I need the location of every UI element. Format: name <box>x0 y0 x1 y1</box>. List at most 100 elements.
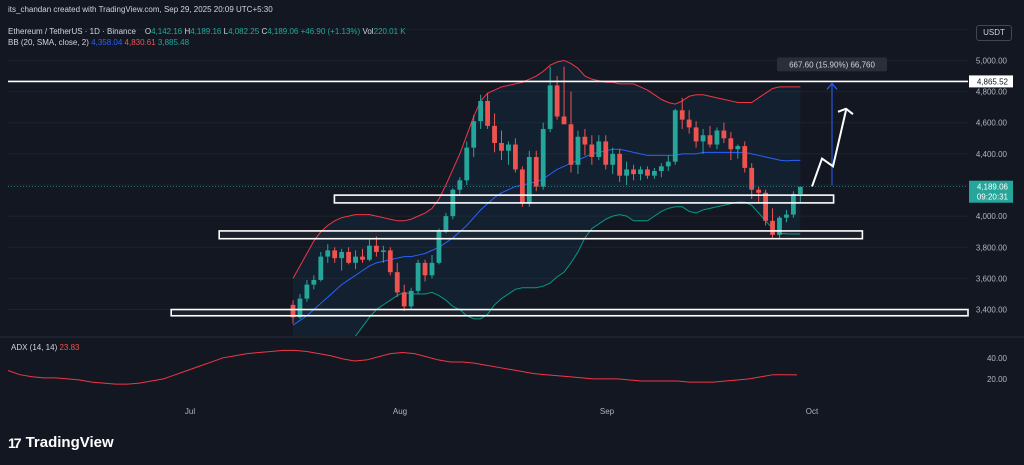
candle-down[interactable] <box>603 141 609 165</box>
candle-up[interactable] <box>304 284 310 299</box>
adx-label: ADX (14, 14) <box>11 343 58 352</box>
candle-down[interactable] <box>332 250 338 259</box>
candle-down[interactable] <box>519 169 525 204</box>
candle-up[interactable] <box>471 121 477 148</box>
candle-down[interactable] <box>645 169 650 176</box>
candle-down[interactable] <box>374 245 379 252</box>
candle-up[interactable] <box>784 214 789 218</box>
candle-up[interactable] <box>638 169 643 175</box>
support-zone-box[interactable] <box>333 194 835 204</box>
candle-up[interactable] <box>506 144 511 151</box>
last-price-tag[interactable] <box>969 180 1013 203</box>
candle-up[interactable] <box>526 156 532 204</box>
candle-up[interactable] <box>367 245 372 260</box>
candle-down[interactable] <box>756 189 762 193</box>
price-tick-label: 4,800.00 <box>976 88 1008 97</box>
resistance-price-tag[interactable] <box>969 75 1013 88</box>
open-label: O <box>144 27 152 36</box>
candle-down[interactable] <box>728 138 734 150</box>
candle-up[interactable] <box>457 180 463 190</box>
adx-legend[interactable]: ADX (14, 14) 23.83 <box>11 343 80 352</box>
projection-path[interactable] <box>811 110 847 187</box>
candle-down[interactable] <box>582 136 588 145</box>
currency-button[interactable]: USDT <box>976 25 1012 41</box>
candle-up[interactable] <box>547 85 553 129</box>
time-tick-label: Sep <box>600 407 615 416</box>
candle-up[interactable] <box>665 161 671 167</box>
candle-up[interactable] <box>610 153 616 165</box>
candle-up[interactable] <box>658 166 664 171</box>
candle-down[interactable] <box>422 262 428 276</box>
candle-up[interactable] <box>478 100 484 122</box>
symbol-legend[interactable]: Ethereum / TetherUS · 1D · Binance O4,14… <box>8 27 406 36</box>
candle-down[interactable] <box>589 144 595 157</box>
candle-up[interactable] <box>443 216 449 232</box>
candle-up[interactable] <box>777 217 782 235</box>
support-zone-box[interactable] <box>170 308 969 317</box>
candle-up[interactable] <box>624 169 629 176</box>
candle-up[interactable] <box>318 256 324 280</box>
candle-down[interactable] <box>763 192 768 221</box>
bb-label: BB (20, SMA, close, 2) <box>8 38 89 47</box>
candle-down[interactable] <box>492 125 497 143</box>
candle-up[interactable] <box>436 231 442 263</box>
candle-down[interactable] <box>693 127 699 142</box>
candle-up[interactable] <box>540 128 546 187</box>
candle-down[interactable] <box>686 119 692 128</box>
candle-up[interactable] <box>353 256 358 263</box>
price-tick-label: 5,000.00 <box>976 56 1008 65</box>
candle-up[interactable] <box>797 186 803 195</box>
candle-up[interactable] <box>464 147 470 181</box>
candle-down[interactable] <box>346 251 351 263</box>
annotation-drawings[interactable]: 667.60 (15.90%) 66,760 <box>8 57 968 187</box>
candle-down[interactable] <box>770 220 775 235</box>
price-axis[interactable]: 5,200.005,000.004,800.004,600.004,400.00… <box>8 25 1013 315</box>
candle-up[interactable] <box>339 251 345 259</box>
candle-down[interactable] <box>631 169 636 175</box>
candle-down[interactable] <box>499 142 504 151</box>
candle-down[interactable] <box>554 85 560 117</box>
candle-up[interactable] <box>575 136 581 165</box>
candle-down[interactable] <box>290 304 296 318</box>
candle-down[interactable] <box>568 124 574 165</box>
candlestick-series[interactable] <box>290 66 803 324</box>
candle-up[interactable] <box>380 250 386 252</box>
candle-down[interactable] <box>742 146 748 168</box>
candle-down[interactable] <box>513 144 518 170</box>
candle-down[interactable] <box>533 156 539 187</box>
candle-up[interactable] <box>714 130 720 145</box>
candle-down[interactable] <box>749 167 755 190</box>
candle-up[interactable] <box>325 250 331 257</box>
candle-up[interactable] <box>408 290 414 307</box>
candle-down[interactable] <box>394 272 400 293</box>
candle-up[interactable] <box>297 298 303 318</box>
low-label: L <box>223 27 229 36</box>
candle-down[interactable] <box>707 135 713 145</box>
candle-down[interactable] <box>679 110 685 120</box>
last-price-text: 4,189.06 <box>977 183 1009 192</box>
candle-down[interactable] <box>617 153 623 176</box>
candle-down[interactable] <box>387 250 393 273</box>
candle-up[interactable] <box>652 170 657 176</box>
candle-down[interactable] <box>485 100 490 126</box>
candle-up[interactable] <box>791 194 796 215</box>
bollinger-legend[interactable]: BB (20, SMA, close, 2) 4,358.04 4,830.61… <box>8 38 189 47</box>
candle-down[interactable] <box>401 292 407 307</box>
candle-up[interactable] <box>700 135 706 142</box>
candle-up[interactable] <box>311 279 317 285</box>
candle-up[interactable] <box>735 146 741 150</box>
candle-down[interactable] <box>360 256 365 260</box>
candle-down[interactable] <box>721 130 727 139</box>
support-zones[interactable] <box>170 194 969 317</box>
time-axis[interactable]: Jul Aug Sep Oct <box>185 407 819 416</box>
candle-up[interactable] <box>429 262 435 276</box>
measure-arrow-head <box>826 82 838 90</box>
support-zone-box[interactable] <box>218 230 864 240</box>
candle-up[interactable] <box>672 110 678 162</box>
candle-up[interactable] <box>415 262 421 291</box>
candle-down[interactable] <box>561 116 567 125</box>
tradingview-logo-text: TradingView <box>25 434 114 451</box>
measure-label: 667.60 (15.90%) 66,760 <box>789 60 875 69</box>
candle-up[interactable] <box>596 141 602 157</box>
